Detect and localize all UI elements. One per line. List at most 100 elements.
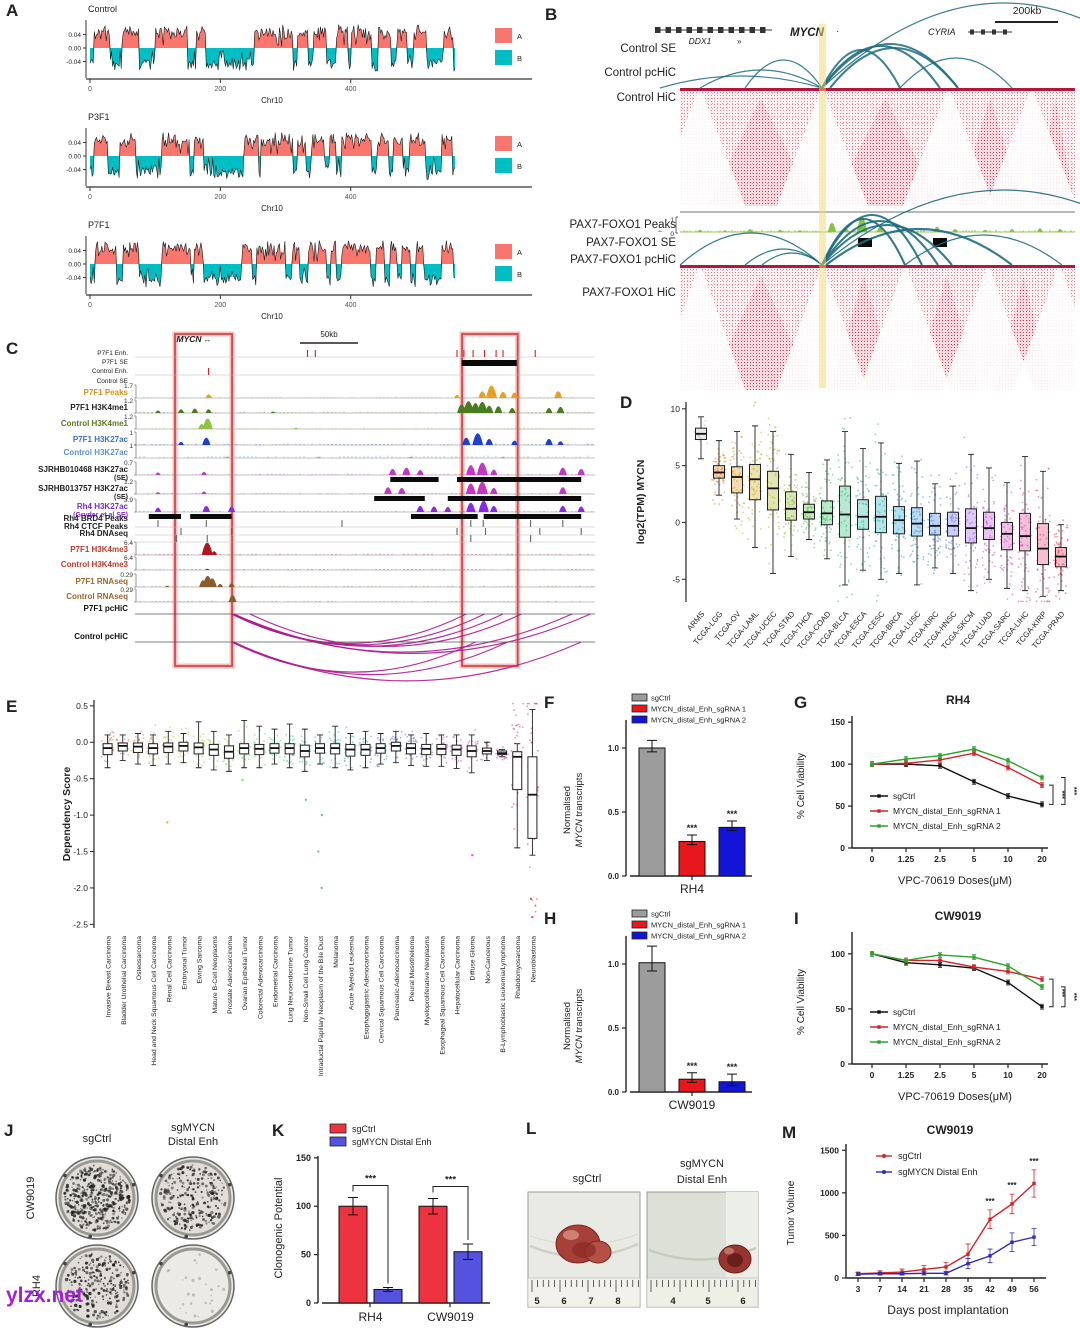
- box: [965, 508, 977, 544]
- jitter-point: [482, 754, 485, 757]
- whisker: [423, 733, 430, 767]
- colony-dot: [111, 1176, 114, 1179]
- jitter-point: [936, 554, 939, 557]
- signal-peak: [577, 468, 585, 475]
- jitter-point: [1060, 549, 1063, 552]
- colony-dot: [103, 1213, 106, 1216]
- jitter-point: [914, 529, 917, 532]
- gene-ddx1-exon: [697, 27, 703, 33]
- jitter-point: [886, 570, 888, 573]
- series-marker: [1040, 802, 1044, 807]
- jitter-point: [177, 756, 180, 758]
- jitter-point: [729, 459, 732, 462]
- colony-dot: [173, 1219, 176, 1223]
- x-category-label: Intraductal Papillary Neoplasm of the Bi…: [318, 936, 325, 1076]
- jitter-point: [722, 479, 724, 482]
- jitter-point: [819, 521, 821, 524]
- jitter-point: [515, 714, 518, 717]
- jitter-point: [949, 478, 952, 481]
- jitter-point: [847, 515, 850, 518]
- colony-dot: [74, 1193, 78, 1198]
- pf-pchic-arc: [821, 213, 923, 266]
- jitter-point: [714, 493, 717, 496]
- jitter-point: [807, 523, 809, 526]
- jitter-point: [955, 514, 958, 516]
- whisker: [770, 431, 776, 575]
- colony-dot: [99, 1179, 102, 1183]
- jitter-point: [154, 724, 157, 727]
- track-scale: 1.2: [124, 414, 133, 421]
- jitter-point: [802, 494, 805, 497]
- jitter-point: [860, 521, 863, 523]
- jitter-point: [913, 468, 916, 470]
- colony-dot: [121, 1196, 125, 1200]
- colony-dot: [166, 1206, 170, 1210]
- jitter-point: [784, 531, 787, 534]
- signal-peak: [228, 506, 236, 512]
- colony-dot: [171, 1195, 175, 1199]
- jitter-point: [902, 522, 905, 525]
- jitter-point: [753, 480, 756, 483]
- colony-dot: [196, 1177, 200, 1181]
- signal-peak: [545, 438, 553, 445]
- track-scale: 0.29: [120, 587, 133, 594]
- jitter-point: [848, 545, 850, 548]
- highlight-box: [174, 333, 233, 667]
- jitter-point: [902, 556, 905, 559]
- colony-dot: [87, 1173, 91, 1177]
- gene-label-ddx1: DDX1: [689, 36, 712, 46]
- jitter-point: [110, 736, 113, 739]
- jitter-point: [1057, 541, 1060, 544]
- pchic-arc: [249, 613, 522, 648]
- colony-dot: [119, 1184, 123, 1188]
- signal-peak: [388, 468, 397, 475]
- jitter-point: [172, 735, 175, 738]
- jitter-point: [392, 735, 395, 738]
- whisker: [752, 425, 758, 548]
- colony-dot: [83, 1189, 86, 1191]
- jitter-point: [821, 516, 824, 519]
- jitter-point: [747, 517, 750, 519]
- pax7foxo1-peak: [657, 230, 663, 232]
- jitter-point: [912, 511, 914, 514]
- colony-dot: [91, 1200, 94, 1204]
- legend-label: MYCN_distal_Enh_sgRNA 2: [651, 932, 746, 941]
- jitter-point: [774, 472, 777, 475]
- jitter-point: [1030, 534, 1033, 537]
- jitter-point: [839, 479, 842, 482]
- jitter-point: [874, 440, 877, 443]
- whisker: [347, 733, 354, 771]
- jitter-point: [291, 739, 294, 741]
- signal-peak: [559, 505, 567, 512]
- track-scale-bracket: [134, 498, 137, 513]
- jitter-point: [237, 729, 240, 732]
- colony-dot: [111, 1168, 114, 1171]
- jitter-point: [476, 759, 478, 762]
- jitter-point: [199, 735, 202, 738]
- jitter-point: [822, 463, 825, 466]
- pchic-arc: [231, 641, 476, 673]
- jitter-point: [751, 493, 754, 496]
- jitter-point: [134, 735, 137, 738]
- colony-dot: [173, 1212, 175, 1214]
- jitter-point: [963, 579, 966, 582]
- jitter-point: [861, 570, 864, 573]
- jitter-point: [876, 594, 879, 597]
- jitter-point: [901, 526, 904, 529]
- jitter-point: [992, 479, 995, 482]
- jitter-point: [985, 544, 988, 547]
- jitter-point: [993, 551, 996, 554]
- colony-dot: [74, 1200, 77, 1203]
- colony-dot: [113, 1183, 116, 1187]
- x-tick-label: 1.25: [898, 1070, 915, 1080]
- track-label: Control SE: [97, 378, 129, 385]
- series-marker: [870, 762, 874, 766]
- colony-dot: [94, 1212, 97, 1214]
- jitter-point: [989, 534, 992, 537]
- jitter-point: [698, 440, 701, 443]
- jitter-point: [1027, 521, 1030, 523]
- jitter-point: [894, 539, 897, 541]
- panel-letter: F: [544, 693, 554, 712]
- panel-letter: C: [6, 339, 18, 358]
- jitter-point: [370, 749, 373, 752]
